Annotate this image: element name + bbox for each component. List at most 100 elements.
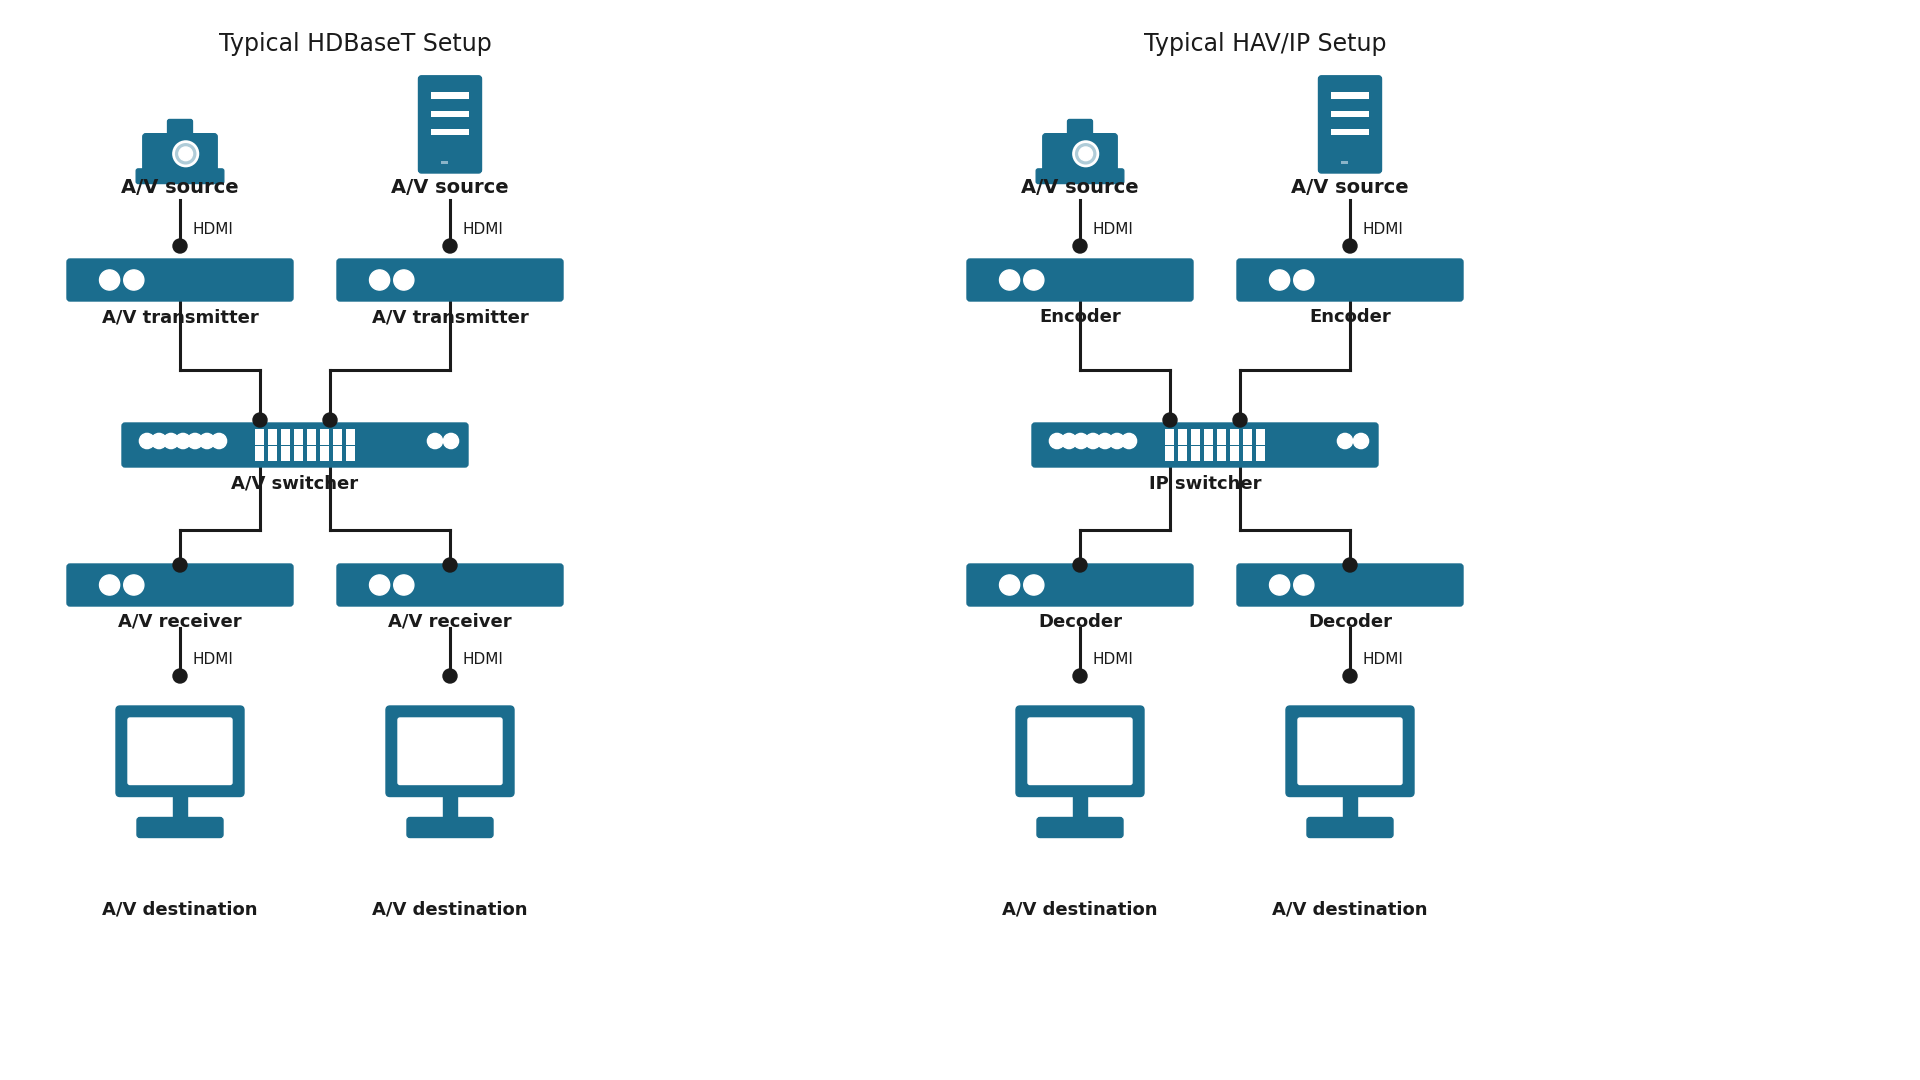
FancyBboxPatch shape — [136, 818, 223, 837]
Circle shape — [1073, 141, 1098, 166]
Text: HDMI: HDMI — [1092, 651, 1133, 666]
Bar — [321, 446, 328, 461]
Bar — [294, 429, 303, 445]
Circle shape — [100, 575, 119, 595]
FancyBboxPatch shape — [968, 564, 1192, 606]
FancyBboxPatch shape — [1298, 718, 1402, 784]
Text: Encoder: Encoder — [1309, 308, 1390, 326]
Bar — [307, 429, 317, 445]
Circle shape — [1023, 575, 1044, 595]
FancyBboxPatch shape — [123, 423, 468, 467]
FancyBboxPatch shape — [419, 76, 482, 173]
FancyBboxPatch shape — [1236, 564, 1463, 606]
FancyBboxPatch shape — [1037, 818, 1123, 837]
Circle shape — [100, 270, 119, 291]
FancyBboxPatch shape — [1286, 706, 1413, 797]
Circle shape — [173, 239, 186, 253]
Bar — [432, 129, 468, 135]
Circle shape — [428, 433, 444, 448]
Circle shape — [1342, 239, 1357, 253]
FancyBboxPatch shape — [167, 120, 192, 138]
Circle shape — [1000, 270, 1020, 291]
Bar — [255, 446, 265, 461]
Circle shape — [1000, 575, 1020, 595]
Circle shape — [1073, 239, 1087, 253]
FancyBboxPatch shape — [115, 706, 244, 797]
Circle shape — [1354, 433, 1369, 448]
Text: HDMI: HDMI — [463, 651, 503, 666]
Bar — [1231, 429, 1238, 445]
Text: Typical HDBaseT Setup: Typical HDBaseT Setup — [219, 32, 492, 56]
Circle shape — [140, 433, 156, 448]
FancyBboxPatch shape — [338, 564, 563, 606]
Bar — [1342, 793, 1357, 821]
Circle shape — [394, 270, 415, 291]
FancyBboxPatch shape — [386, 706, 515, 797]
Text: A/V source: A/V source — [1290, 178, 1409, 197]
Circle shape — [1294, 270, 1313, 291]
Circle shape — [444, 433, 459, 448]
Bar — [1256, 429, 1265, 445]
Text: A/V transmitter: A/V transmitter — [102, 308, 259, 326]
Bar — [1217, 446, 1227, 461]
Circle shape — [123, 270, 144, 291]
Bar — [269, 429, 276, 445]
Bar — [444, 793, 457, 821]
FancyBboxPatch shape — [407, 818, 493, 837]
Bar — [1331, 129, 1369, 135]
Circle shape — [394, 575, 415, 595]
Circle shape — [1073, 433, 1089, 448]
FancyBboxPatch shape — [1236, 259, 1463, 301]
Text: HDMI: HDMI — [1361, 651, 1404, 666]
Circle shape — [1269, 270, 1290, 291]
FancyBboxPatch shape — [1319, 76, 1382, 173]
Bar — [1190, 446, 1200, 461]
FancyBboxPatch shape — [1068, 120, 1092, 138]
Bar — [294, 446, 303, 461]
Bar — [332, 429, 342, 445]
Circle shape — [1269, 575, 1290, 595]
Circle shape — [1050, 433, 1064, 448]
Text: Decoder: Decoder — [1308, 613, 1392, 631]
FancyBboxPatch shape — [142, 134, 217, 174]
Circle shape — [179, 147, 192, 161]
Bar — [269, 446, 276, 461]
FancyBboxPatch shape — [129, 718, 232, 784]
Bar — [1165, 429, 1173, 445]
Circle shape — [369, 575, 390, 595]
Circle shape — [369, 270, 390, 291]
FancyBboxPatch shape — [67, 259, 294, 301]
Text: HDMI: HDMI — [1361, 222, 1404, 238]
Circle shape — [444, 239, 457, 253]
Bar — [1331, 93, 1369, 99]
Circle shape — [1342, 558, 1357, 572]
Bar — [1231, 446, 1238, 461]
Circle shape — [200, 433, 215, 448]
Text: A/V destination: A/V destination — [102, 900, 257, 918]
Text: A/V transmitter: A/V transmitter — [372, 308, 528, 326]
Bar — [1242, 446, 1252, 461]
Bar — [1217, 429, 1227, 445]
Circle shape — [1073, 558, 1087, 572]
FancyBboxPatch shape — [338, 259, 563, 301]
FancyBboxPatch shape — [136, 168, 225, 184]
Bar — [1073, 793, 1087, 821]
Circle shape — [123, 575, 144, 595]
Text: A/V destination: A/V destination — [1273, 900, 1428, 918]
Text: A/V source: A/V source — [121, 178, 238, 197]
Circle shape — [188, 433, 204, 448]
Bar — [1342, 161, 1348, 164]
Circle shape — [173, 141, 198, 166]
Text: HDMI: HDMI — [463, 222, 503, 238]
FancyBboxPatch shape — [1033, 423, 1379, 467]
Circle shape — [1023, 270, 1044, 291]
Bar — [280, 429, 290, 445]
Text: A/V receiver: A/V receiver — [119, 613, 242, 631]
Bar — [280, 446, 290, 461]
Circle shape — [163, 433, 179, 448]
Bar — [1256, 446, 1265, 461]
Text: Decoder: Decoder — [1039, 613, 1121, 631]
Circle shape — [1110, 433, 1125, 448]
Bar — [1204, 429, 1213, 445]
Text: A/V source: A/V source — [1021, 178, 1139, 197]
